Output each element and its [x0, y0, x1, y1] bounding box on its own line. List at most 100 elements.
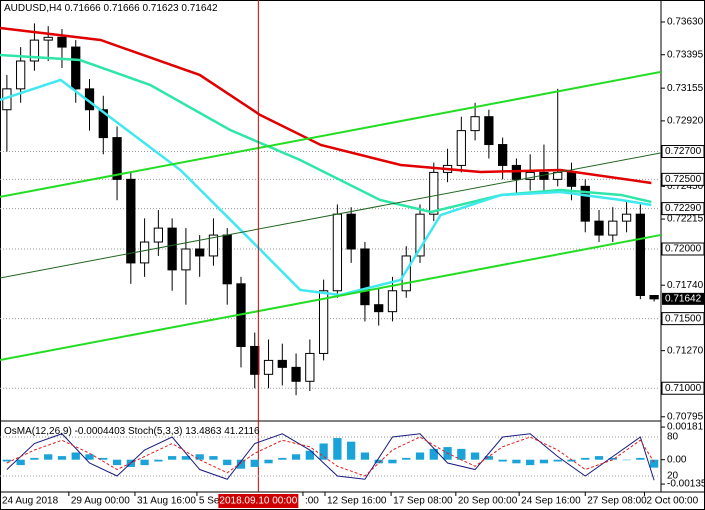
- candle-body: [181, 248, 191, 271]
- osma-bar: [168, 456, 177, 460]
- osma-bar: [333, 438, 342, 460]
- osma-bar: [539, 459, 549, 464]
- osma-bar: [567, 459, 576, 462]
- y-tick-label: 0.72920: [667, 116, 704, 127]
- candle-body: [98, 109, 108, 139]
- level-label: 0.72700: [665, 146, 702, 157]
- y-tick-label: 0.73155: [667, 83, 704, 94]
- osma-bar: [250, 459, 259, 467]
- osma-bar: [57, 456, 67, 460]
- x-tick-label: 17 Sep 08:00: [393, 496, 453, 507]
- candle-body: [484, 116, 494, 146]
- y-tick-label: 0.00181: [667, 422, 704, 433]
- candle-body: [346, 213, 356, 250]
- candle-body: [167, 227, 177, 271]
- stoch-main: 13.4863: [185, 426, 222, 437]
- candle-body: [415, 213, 425, 257]
- open: 0.71666: [65, 3, 102, 14]
- osma-bar: [512, 459, 521, 464]
- osma-bar: [581, 457, 590, 460]
- candle-body: [332, 213, 343, 292]
- candle-body: [525, 171, 535, 180]
- candle-body: [498, 144, 508, 166]
- stoch-line: [6, 433, 655, 481]
- osma-bar: [264, 459, 273, 464]
- osma-bar: [608, 457, 617, 460]
- osma-bar: [470, 452, 480, 460]
- line: [0, 53, 652, 214]
- osma-bar: [360, 452, 370, 460]
- candle-body: [16, 60, 26, 90]
- y2-tick-label: 20: [667, 471, 679, 482]
- header: AUDUSD,H4 0.71666 0.71666 0.71623 0.7164…: [4, 3, 218, 14]
- osma-bar: [278, 457, 287, 460]
- osma-bar: [402, 457, 411, 460]
- osma-bar: [209, 456, 218, 460]
- indicator-header: OsMA(12,26,9) -0.0004403 Stoch(5,3,3) 13…: [4, 426, 260, 437]
- candle-body: [401, 255, 411, 292]
- level-box: [661, 242, 705, 256]
- y-tick-label: 0.73395: [667, 49, 704, 60]
- candle-body: [305, 352, 315, 382]
- level-box: [661, 172, 705, 186]
- candle-body: [580, 185, 590, 222]
- osma-bar: [305, 450, 314, 460]
- candle-body: [566, 171, 577, 187]
- stoch-signal: 41.2116: [224, 426, 260, 437]
- candle-body: [139, 241, 150, 264]
- candle-body: [57, 36, 67, 48]
- y-tick-label: 0.71270: [667, 345, 704, 356]
- x-tick-label: 27 Sep 08:00: [587, 496, 647, 507]
- osma-bar: [429, 448, 438, 460]
- osma-bar: [388, 459, 397, 464]
- osma-bar: [44, 454, 53, 460]
- y-tick-label: 0.73630: [667, 17, 704, 28]
- symbol: AUDUSD,H4: [4, 3, 62, 14]
- osma-bar: [154, 459, 163, 462]
- x-tick-label: 24 Aug 2018: [2, 496, 59, 507]
- osma-bar: [181, 456, 191, 460]
- osma-bar: [85, 454, 94, 460]
- candle-body: [263, 359, 274, 375]
- y-tick-label: 0.71740: [667, 280, 704, 291]
- osma-bar: [415, 452, 425, 460]
- osma-bar: [236, 459, 246, 469]
- candle-body: [195, 248, 205, 257]
- osma-bar: [374, 459, 383, 464]
- cursor-box: [218, 494, 299, 508]
- osma-bar: [112, 459, 122, 466]
- level-box: [661, 312, 705, 326]
- x-tick-label: 20 Sep 00:00: [458, 496, 518, 507]
- candle-body: [291, 366, 301, 382]
- osma-bar: [16, 459, 25, 466]
- last-price-box: [662, 292, 704, 305]
- cursor-label: 2018.09.10 00:00: [219, 496, 297, 507]
- candle-body: [43, 36, 53, 41]
- close: 0.71642: [181, 3, 218, 14]
- level-box: [661, 381, 705, 395]
- osma-bar: [498, 459, 507, 462]
- candle-body: [456, 130, 466, 166]
- x-tick-label: 5 Sep: [199, 496, 226, 507]
- candle-body: [71, 46, 81, 90]
- level-label: 0.72000: [665, 244, 702, 255]
- candle-body: [126, 178, 136, 264]
- candle-body: [470, 116, 480, 132]
- candle-body: [374, 304, 384, 313]
- osma-label: OsMA(12,26,9): [4, 426, 72, 437]
- x-tick-label: :00: [305, 496, 319, 507]
- osma-bar: [553, 459, 562, 462]
- candle-body: [222, 234, 232, 285]
- osma-value: -0.0004403: [75, 426, 126, 437]
- candle-body: [277, 359, 287, 368]
- level-label: 0.72290: [665, 203, 702, 214]
- osma-bar: [71, 452, 80, 460]
- y-tick-label: 0.70795: [667, 411, 704, 422]
- candle-body: [153, 227, 163, 243]
- osma-bar: [319, 443, 328, 460]
- osma-bar: [649, 459, 659, 468]
- candle-body: [594, 220, 604, 236]
- last-price-label: 0.71642: [665, 293, 702, 304]
- line: [0, 70, 662, 198]
